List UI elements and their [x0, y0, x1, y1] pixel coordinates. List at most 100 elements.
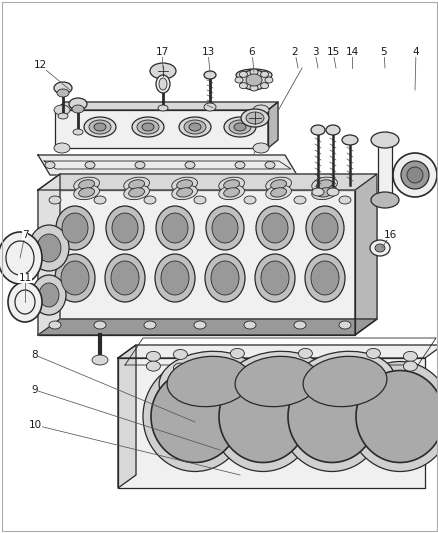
Ellipse shape [141, 123, 154, 131]
Ellipse shape [341, 135, 357, 145]
Text: 3: 3 [311, 47, 318, 57]
Ellipse shape [161, 261, 189, 295]
Ellipse shape [29, 225, 69, 271]
Ellipse shape [229, 120, 251, 134]
Ellipse shape [54, 105, 70, 115]
Ellipse shape [143, 361, 247, 472]
Ellipse shape [85, 161, 95, 168]
Polygon shape [354, 174, 376, 335]
Ellipse shape [355, 370, 438, 463]
Ellipse shape [137, 120, 159, 134]
Ellipse shape [279, 361, 383, 472]
Ellipse shape [223, 188, 239, 197]
Ellipse shape [245, 74, 261, 86]
Ellipse shape [223, 180, 239, 189]
Ellipse shape [158, 105, 168, 111]
Ellipse shape [58, 113, 68, 119]
Ellipse shape [236, 69, 272, 81]
Ellipse shape [194, 196, 205, 204]
Ellipse shape [211, 261, 238, 295]
Ellipse shape [205, 254, 244, 302]
Ellipse shape [310, 125, 324, 135]
Ellipse shape [270, 180, 286, 189]
Ellipse shape [316, 188, 332, 197]
Ellipse shape [55, 254, 95, 302]
Polygon shape [267, 102, 277, 148]
Ellipse shape [311, 185, 337, 200]
Polygon shape [55, 110, 267, 148]
Ellipse shape [392, 153, 436, 197]
Ellipse shape [146, 351, 160, 361]
Polygon shape [38, 174, 60, 335]
Ellipse shape [159, 351, 258, 411]
Ellipse shape [74, 185, 99, 200]
Ellipse shape [311, 213, 337, 243]
Ellipse shape [400, 161, 428, 189]
Ellipse shape [94, 123, 106, 131]
Ellipse shape [105, 254, 145, 302]
Ellipse shape [370, 132, 398, 148]
Ellipse shape [234, 161, 244, 168]
Ellipse shape [240, 109, 268, 127]
Ellipse shape [239, 71, 247, 77]
Ellipse shape [54, 82, 72, 94]
Ellipse shape [265, 77, 272, 83]
Ellipse shape [62, 213, 88, 243]
Text: 11: 11 [18, 273, 32, 283]
Ellipse shape [111, 261, 139, 295]
Polygon shape [377, 140, 391, 200]
Ellipse shape [261, 261, 288, 295]
Ellipse shape [245, 112, 263, 124]
Ellipse shape [128, 180, 144, 189]
Text: 15: 15 [325, 47, 339, 57]
Ellipse shape [144, 321, 155, 329]
Ellipse shape [124, 177, 149, 192]
Polygon shape [38, 190, 354, 335]
Ellipse shape [39, 283, 59, 307]
Ellipse shape [176, 188, 192, 197]
Ellipse shape [56, 206, 94, 250]
Ellipse shape [403, 351, 417, 361]
Ellipse shape [150, 63, 176, 79]
Ellipse shape [338, 196, 350, 204]
Ellipse shape [124, 185, 149, 200]
Ellipse shape [260, 71, 268, 77]
Ellipse shape [151, 370, 238, 463]
Ellipse shape [260, 83, 268, 88]
Ellipse shape [32, 275, 66, 315]
Polygon shape [38, 155, 297, 175]
Ellipse shape [78, 180, 94, 189]
Ellipse shape [144, 196, 155, 204]
Text: 9: 9 [32, 385, 38, 395]
Ellipse shape [370, 192, 398, 208]
Ellipse shape [219, 370, 306, 463]
Ellipse shape [218, 177, 244, 192]
Ellipse shape [223, 117, 255, 137]
Ellipse shape [293, 196, 305, 204]
Ellipse shape [184, 120, 205, 134]
Polygon shape [38, 319, 376, 335]
Text: 14: 14 [345, 47, 358, 57]
Ellipse shape [244, 321, 255, 329]
Ellipse shape [233, 123, 245, 131]
Ellipse shape [204, 103, 215, 111]
Ellipse shape [8, 282, 42, 322]
Text: 16: 16 [382, 230, 396, 240]
Polygon shape [118, 345, 136, 488]
Ellipse shape [255, 206, 293, 250]
Ellipse shape [49, 321, 61, 329]
Ellipse shape [406, 167, 422, 183]
Ellipse shape [189, 123, 201, 131]
Ellipse shape [302, 357, 386, 407]
Ellipse shape [106, 206, 144, 250]
Ellipse shape [298, 349, 312, 359]
Ellipse shape [366, 364, 380, 374]
Ellipse shape [252, 105, 268, 115]
Ellipse shape [94, 321, 106, 329]
Ellipse shape [37, 234, 61, 262]
Ellipse shape [239, 83, 247, 88]
Ellipse shape [293, 321, 305, 329]
Ellipse shape [162, 213, 187, 243]
Ellipse shape [171, 185, 197, 200]
Ellipse shape [0, 232, 42, 284]
